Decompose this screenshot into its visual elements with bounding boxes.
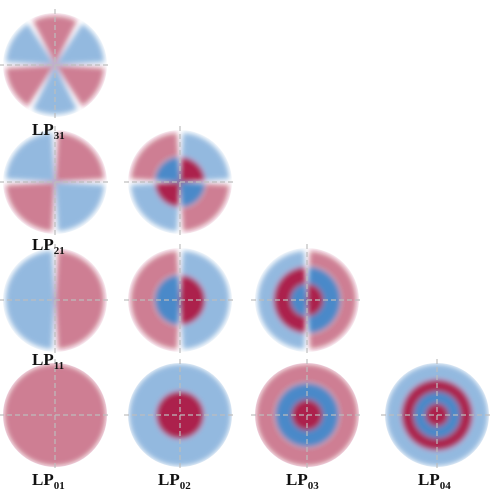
mode-field-lp21 [0, 126, 111, 238]
mode-label-prefix: LP [158, 470, 180, 489]
mode-label-prefix: LP [286, 470, 308, 489]
mode-label-lp03: LP03 [286, 470, 319, 492]
mode-label-subscript: 02 [180, 480, 192, 492]
mode-label-lp31: LP31 [32, 120, 65, 142]
mode-field-lp22 [124, 126, 236, 238]
mode-field-lp03 [251, 359, 363, 471]
mode-label-lp21: LP21 [32, 235, 65, 257]
mode-field-lp11 [0, 244, 111, 356]
mode-field-lp12 [124, 244, 236, 356]
mode-field-lp31 [0, 9, 111, 121]
mode-label-subscript: 11 [54, 360, 64, 372]
mode-field-lp13 [251, 244, 363, 356]
mode-label-prefix: LP [32, 235, 54, 254]
mode-label-subscript: 31 [54, 130, 65, 142]
mode-field-lp01 [0, 359, 111, 471]
mode-field-lp02 [124, 359, 236, 471]
mode-label-lp02: LP02 [158, 470, 191, 492]
mode-field-lp04 [381, 359, 493, 471]
mode-label-subscript: 01 [54, 480, 65, 492]
mode-label-prefix: LP [418, 470, 440, 489]
mode-label-subscript: 04 [440, 480, 452, 492]
mode-label-subscript: 03 [308, 480, 320, 492]
mode-label-lp01: LP01 [32, 470, 65, 492]
mode-label-lp04: LP04 [418, 470, 451, 492]
mode-label-lp11: LP11 [32, 350, 64, 372]
mode-label-prefix: LP [32, 120, 54, 139]
mode-label-prefix: LP [32, 470, 54, 489]
mode-label-prefix: LP [32, 350, 54, 369]
mode-label-subscript: 21 [54, 245, 65, 257]
